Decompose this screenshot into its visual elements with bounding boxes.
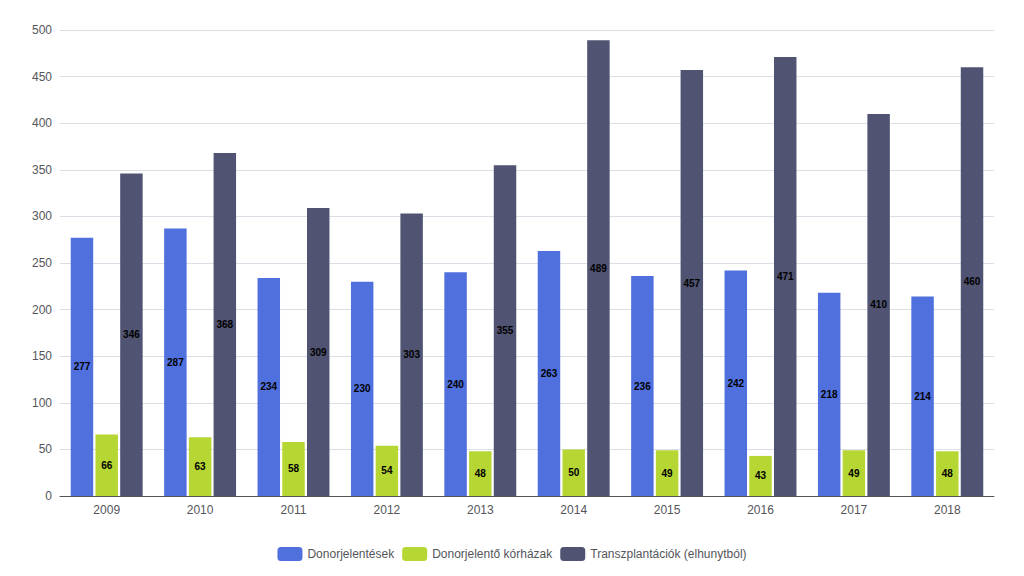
svg-text:58: 58 (288, 463, 300, 474)
svg-text:2011: 2011 (281, 503, 307, 517)
svg-text:303: 303 (403, 349, 420, 360)
svg-text:2014: 2014 (560, 503, 587, 517)
svg-text:49: 49 (662, 468, 674, 479)
svg-text:242: 242 (727, 378, 744, 389)
svg-text:236: 236 (634, 381, 651, 392)
svg-text:300: 300 (32, 209, 52, 223)
svg-text:368: 368 (216, 319, 233, 330)
svg-text:234: 234 (260, 381, 277, 392)
svg-text:48: 48 (475, 468, 487, 479)
svg-text:43: 43 (755, 470, 767, 481)
svg-text:0: 0 (45, 489, 52, 503)
svg-text:100: 100 (32, 396, 52, 410)
svg-text:2018: 2018 (934, 503, 961, 517)
svg-text:2016: 2016 (747, 503, 774, 517)
svg-text:150: 150 (32, 349, 52, 363)
svg-text:49: 49 (848, 468, 860, 479)
svg-text:355: 355 (497, 325, 514, 336)
svg-text:Transzplantációk (elhunytból): Transzplantációk (elhunytból) (590, 547, 746, 561)
svg-text:218: 218 (821, 389, 838, 400)
svg-text:50: 50 (568, 467, 580, 478)
svg-text:240: 240 (447, 379, 464, 390)
svg-text:2013: 2013 (467, 503, 494, 517)
svg-text:Donorjelentések: Donorjelentések (307, 547, 395, 561)
svg-text:63: 63 (195, 461, 207, 472)
svg-text:2009: 2009 (93, 503, 120, 517)
svg-text:2015: 2015 (654, 503, 681, 517)
svg-text:460: 460 (964, 276, 981, 287)
svg-text:346: 346 (123, 329, 140, 340)
svg-text:287: 287 (167, 357, 184, 368)
svg-text:200: 200 (32, 303, 52, 317)
svg-text:277: 277 (74, 361, 91, 372)
svg-text:450: 450 (32, 70, 52, 84)
svg-text:309: 309 (310, 347, 327, 358)
svg-text:66: 66 (101, 460, 113, 471)
svg-text:500: 500 (32, 23, 52, 37)
svg-text:54: 54 (381, 465, 393, 476)
svg-text:2010: 2010 (187, 503, 214, 517)
svg-text:230: 230 (354, 383, 371, 394)
svg-text:50: 50 (39, 442, 53, 456)
svg-text:471: 471 (777, 271, 794, 282)
svg-text:214: 214 (914, 391, 931, 402)
svg-text:Donorjelentő kórházak: Donorjelentő kórházak (432, 547, 553, 561)
svg-text:489: 489 (590, 263, 607, 274)
svg-text:263: 263 (541, 368, 558, 379)
svg-text:400: 400 (32, 116, 52, 130)
svg-text:350: 350 (32, 163, 52, 177)
svg-text:2012: 2012 (374, 503, 401, 517)
svg-text:457: 457 (683, 278, 700, 289)
svg-text:250: 250 (32, 256, 52, 270)
svg-text:410: 410 (870, 299, 887, 310)
svg-text:48: 48 (942, 468, 954, 479)
svg-text:2017: 2017 (841, 503, 868, 517)
